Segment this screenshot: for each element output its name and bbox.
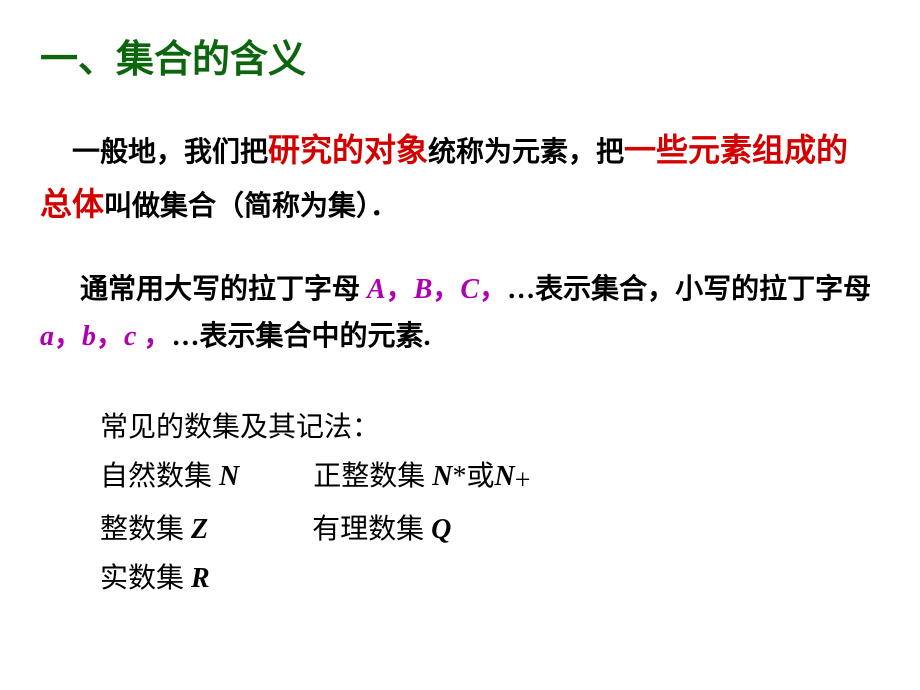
posint-label: 正整数集	[313, 461, 432, 492]
p2-comma-3: ，	[479, 274, 507, 305]
p2-var-C: C	[460, 274, 479, 305]
rat-symbol: Q	[431, 514, 451, 545]
natural-symbol: N	[219, 461, 239, 492]
p2-comma-4: ，	[54, 321, 82, 352]
paragraph-2: 通常用大写的拉丁字母 A，B，C，…表示集合，小写的拉丁字母 a，b，c ，…表…	[40, 266, 880, 361]
p2-comma-6: ，	[143, 321, 171, 352]
section-title: 一、集合的含义	[40, 28, 880, 83]
title-text: 一、集合的含义	[40, 39, 306, 81]
row-int-rat: 整数集 Z 有理数集 Q	[100, 505, 880, 554]
posint-or: 或	[467, 461, 495, 492]
p2-comma-2: ，	[432, 274, 460, 305]
p2-t1: 通常用大写的拉丁字母	[80, 274, 367, 305]
posint-star: *	[453, 461, 467, 492]
list-heading-row: 常见的数集及其记法：	[100, 403, 880, 452]
p2-var-a: a	[40, 321, 54, 352]
number-sets-list: 常见的数集及其记法： 自然数集 N 正整数集 N*或N+ 整数集 Z 有理数集 …	[100, 403, 880, 603]
paragraph-1: 一般地，我们把研究的对象统称为元素，把一些元素组成的总体叫做集合（简称为集）．	[40, 123, 880, 232]
p2-var-B: B	[414, 274, 433, 305]
p1-t1: 一般地，我们把	[72, 137, 268, 168]
rat-label: 有理数集	[312, 514, 431, 545]
p2-comma-1: ，	[386, 274, 414, 305]
list-heading: 常见的数集及其记法：	[100, 412, 380, 443]
real-symbol: R	[191, 563, 210, 594]
posint-symbol-2: N	[495, 461, 515, 492]
p1-t3: 叫做集合（简称为集）．	[104, 191, 398, 222]
int-symbol: Z	[191, 514, 208, 545]
p2-t2: …表示集合，小写的拉丁字母	[507, 274, 871, 305]
p2-t3: …表示集合中的元素.	[171, 321, 430, 352]
p1-t2: 统称为元素，把	[428, 137, 624, 168]
p1-emph-1: 研究的对象	[268, 132, 428, 168]
int-label: 整数集	[100, 514, 191, 545]
posint-subscript: +	[515, 465, 531, 496]
p2-var-A: A	[367, 274, 386, 305]
slide: 一、集合的含义 一般地，我们把研究的对象统称为元素，把一些元素组成的总体叫做集合…	[0, 0, 920, 690]
real-label: 实数集	[100, 563, 191, 594]
p2-var-b: b	[82, 321, 96, 352]
p2-var-c: c	[124, 321, 143, 352]
row-natural-posint: 自然数集 N 正整数集 N*或N+	[100, 452, 880, 505]
posint-symbol-1: N	[432, 461, 452, 492]
natural-label: 自然数集	[100, 461, 219, 492]
row-real: 实数集 R	[100, 554, 880, 603]
p2-comma-5: ，	[96, 321, 124, 352]
